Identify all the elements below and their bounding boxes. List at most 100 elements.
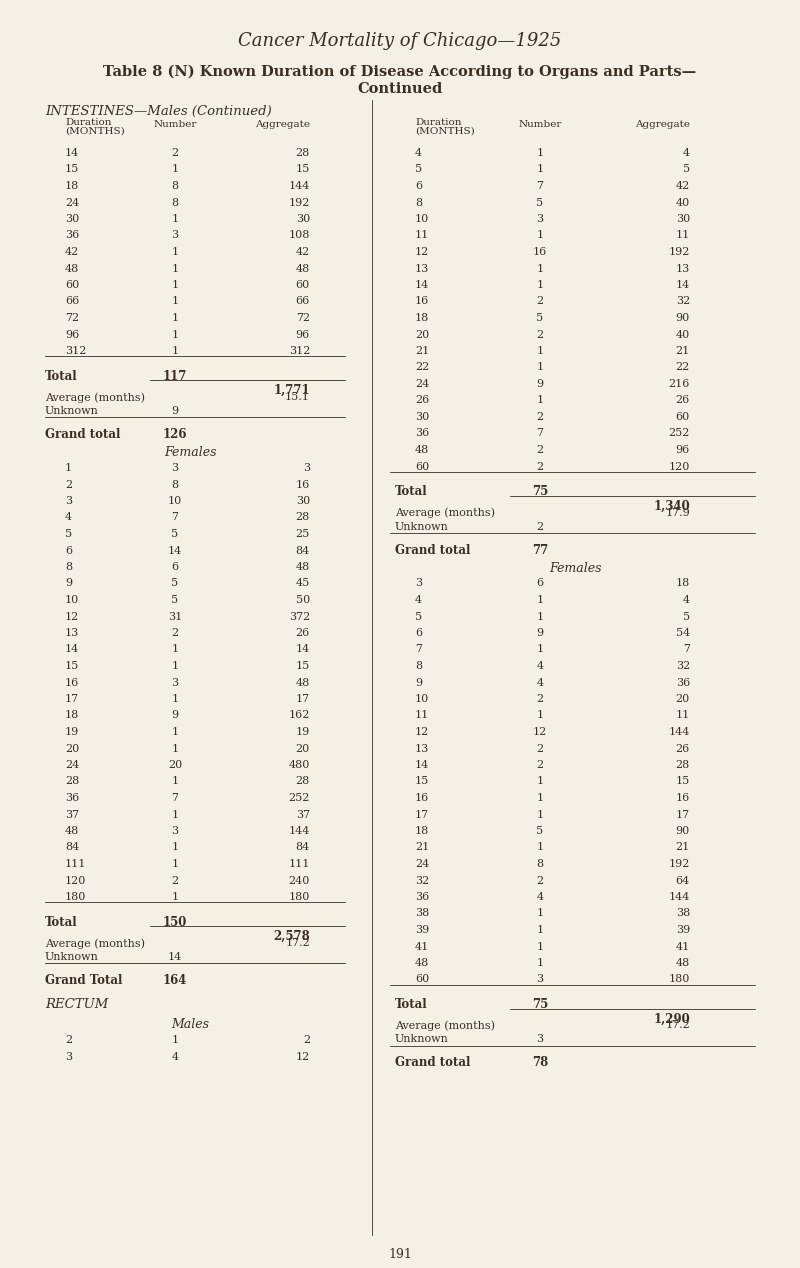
Text: 372: 372	[289, 611, 310, 621]
Text: Table 8 (N) Known Duration of Disease According to Organs and Parts—: Table 8 (N) Known Duration of Disease Ac…	[103, 65, 697, 80]
Text: 2: 2	[537, 412, 543, 422]
Text: 111: 111	[289, 858, 310, 869]
Text: Number: Number	[154, 120, 197, 129]
Text: 7: 7	[415, 644, 422, 654]
Text: Grand total: Grand total	[395, 544, 470, 557]
Text: 12: 12	[65, 611, 79, 621]
Text: 26: 26	[415, 396, 430, 406]
Text: Aggregate: Aggregate	[635, 120, 690, 129]
Text: 191: 191	[388, 1248, 412, 1260]
Text: 2: 2	[537, 760, 543, 770]
Text: 3: 3	[171, 677, 178, 687]
Text: 18: 18	[415, 313, 430, 323]
Text: 312: 312	[289, 346, 310, 356]
Text: 11: 11	[415, 231, 430, 241]
Text: Grand total: Grand total	[395, 1056, 470, 1069]
Text: Average (months): Average (months)	[45, 938, 145, 948]
Text: 36: 36	[65, 792, 79, 803]
Text: 15: 15	[296, 661, 310, 671]
Text: 1: 1	[171, 661, 178, 671]
Text: 36: 36	[415, 429, 430, 439]
Text: 8: 8	[415, 198, 422, 208]
Text: 48: 48	[65, 825, 79, 836]
Text: 1: 1	[537, 942, 543, 951]
Text: 7: 7	[537, 181, 543, 191]
Text: 30: 30	[676, 214, 690, 224]
Text: 1: 1	[171, 842, 178, 852]
Text: 7: 7	[683, 644, 690, 654]
Text: 18: 18	[65, 710, 79, 720]
Text: 192: 192	[669, 858, 690, 869]
Text: 12: 12	[533, 727, 547, 737]
Text: 1: 1	[171, 727, 178, 737]
Text: 17: 17	[65, 694, 79, 704]
Text: 60: 60	[65, 280, 79, 290]
Text: 5: 5	[65, 529, 72, 539]
Text: 4: 4	[415, 148, 422, 158]
Text: 16: 16	[296, 479, 310, 489]
Text: 64: 64	[676, 875, 690, 885]
Text: Females: Females	[164, 446, 216, 459]
Text: Total: Total	[45, 370, 78, 383]
Text: 6: 6	[171, 562, 178, 572]
Text: 42: 42	[676, 181, 690, 191]
Text: 2: 2	[65, 1035, 72, 1045]
Text: 480: 480	[289, 760, 310, 770]
Text: 2: 2	[537, 521, 543, 531]
Text: 180: 180	[669, 975, 690, 984]
Text: 5: 5	[537, 825, 543, 836]
Text: 17: 17	[415, 809, 429, 819]
Text: 16: 16	[415, 297, 430, 307]
Text: 26: 26	[676, 743, 690, 753]
Text: 15: 15	[676, 776, 690, 786]
Text: Number: Number	[518, 120, 562, 129]
Text: 5: 5	[683, 611, 690, 621]
Text: 17: 17	[296, 694, 310, 704]
Text: 1: 1	[537, 165, 543, 175]
Text: 54: 54	[676, 628, 690, 638]
Text: Unknown: Unknown	[45, 952, 99, 962]
Text: 13: 13	[676, 264, 690, 274]
Text: 1: 1	[537, 346, 543, 356]
Text: 96: 96	[296, 330, 310, 340]
Text: 144: 144	[289, 825, 310, 836]
Text: 60: 60	[296, 280, 310, 290]
Text: 117: 117	[163, 370, 187, 383]
Text: 1: 1	[171, 297, 178, 307]
Text: 48: 48	[296, 562, 310, 572]
Text: 45: 45	[296, 578, 310, 588]
Text: 16: 16	[415, 792, 430, 803]
Text: 1: 1	[537, 776, 543, 786]
Text: 111: 111	[65, 858, 86, 869]
Text: 28: 28	[296, 512, 310, 522]
Text: 1: 1	[537, 363, 543, 373]
Text: 3: 3	[171, 463, 178, 473]
Text: 1: 1	[537, 396, 543, 406]
Text: 13: 13	[415, 264, 430, 274]
Text: 1: 1	[537, 842, 543, 852]
Text: 1: 1	[171, 694, 178, 704]
Text: 8: 8	[171, 181, 178, 191]
Text: 39: 39	[676, 924, 690, 935]
Text: 40: 40	[676, 330, 690, 340]
Text: 38: 38	[415, 908, 430, 918]
Text: (MONTHS): (MONTHS)	[65, 127, 125, 136]
Text: (MONTHS): (MONTHS)	[415, 127, 474, 136]
Text: 1: 1	[171, 346, 178, 356]
Text: 38: 38	[676, 908, 690, 918]
Text: 26: 26	[676, 396, 690, 406]
Text: 1,340: 1,340	[654, 500, 690, 512]
Text: 1: 1	[537, 148, 543, 158]
Text: 15: 15	[65, 661, 79, 671]
Text: 48: 48	[415, 445, 430, 455]
Text: 36: 36	[676, 677, 690, 687]
Text: 5: 5	[171, 578, 178, 588]
Text: 12: 12	[415, 247, 430, 257]
Text: 24: 24	[415, 379, 430, 389]
Text: 8: 8	[65, 562, 72, 572]
Text: 120: 120	[669, 462, 690, 472]
Text: 9: 9	[171, 710, 178, 720]
Text: 66: 66	[65, 297, 79, 307]
Text: 3: 3	[171, 825, 178, 836]
Text: 13: 13	[415, 743, 430, 753]
